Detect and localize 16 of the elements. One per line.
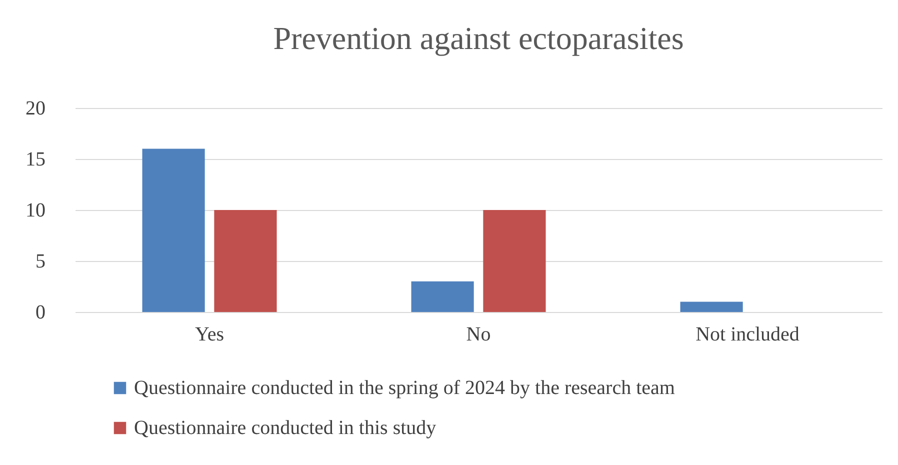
x-tick-label: Not included	[696, 324, 800, 346]
y-tick-label: 15	[26, 148, 46, 170]
bar	[680, 302, 743, 312]
y-tick-label: 20	[26, 98, 46, 120]
legend-label: Questionnaire conducted in this study	[134, 417, 436, 439]
x-tick-label: Yes	[194, 324, 224, 346]
bar	[142, 148, 205, 312]
chart-title: Prevention against ectoparasites	[273, 20, 684, 56]
bar	[483, 210, 546, 312]
y-tick-label: 10	[26, 200, 46, 222]
y-tick-label: 5	[36, 250, 46, 272]
bar	[411, 281, 474, 312]
y-tick-label: 0	[36, 302, 46, 324]
legend-label: Questionnaire conducted in the spring of 2024 by the research team	[134, 377, 676, 399]
bar	[214, 210, 277, 312]
x-tick-label: No	[466, 324, 491, 346]
